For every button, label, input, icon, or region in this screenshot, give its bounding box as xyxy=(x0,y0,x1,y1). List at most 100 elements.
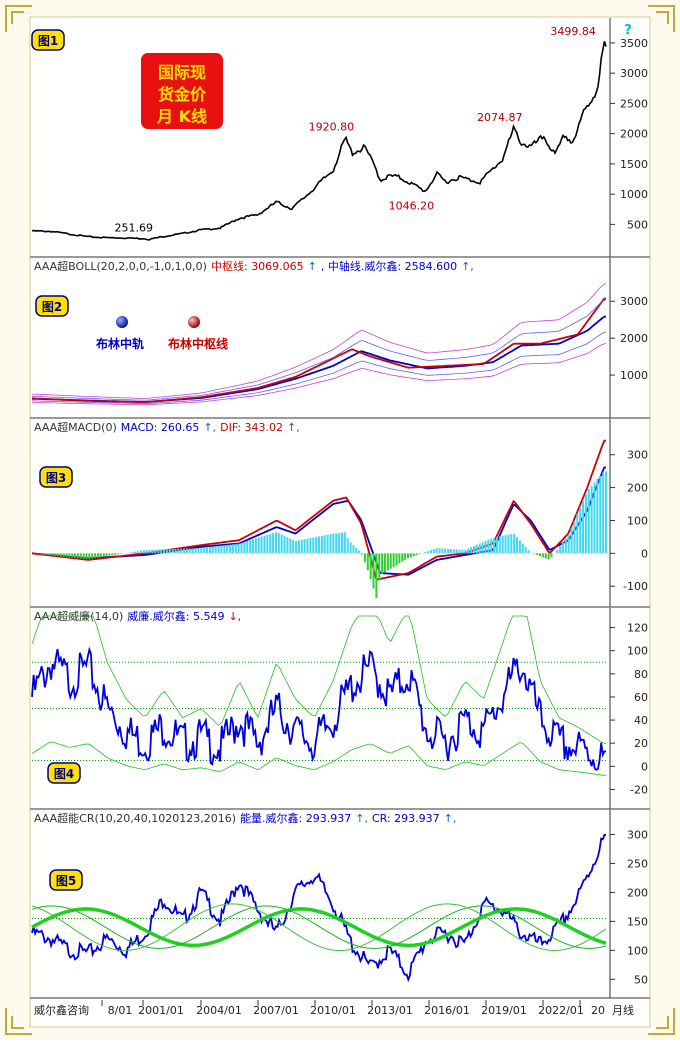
x-tick-label: 8/01 xyxy=(108,1004,133,1017)
series-line-price xyxy=(31,41,607,241)
indicator-header-part: CR: 293.937 xyxy=(372,812,440,825)
plot-frame xyxy=(29,16,651,1028)
williams-envelope xyxy=(31,615,607,744)
indicator-header-part: 中枢线: 3069.065 xyxy=(211,259,304,273)
y-tick-label: 1000 xyxy=(620,369,648,382)
series-line-能量 xyxy=(31,834,606,983)
logo-line-3: 月 K线 xyxy=(156,107,207,126)
indicator-header-part: ↑, xyxy=(203,421,216,434)
x-tick-label: 2013/01 xyxy=(367,1004,413,1017)
y-tick-label: 1500 xyxy=(620,158,648,171)
x-tick-label: 2010/01 xyxy=(310,1004,356,1017)
y-tick-label: 50 xyxy=(634,973,648,986)
x-tick-label: 2022/01 xyxy=(538,1004,584,1017)
y-tick-label: 3500 xyxy=(620,37,648,50)
indicator-header-part: AAA超能CR(10,20,40,1020123,2016) xyxy=(34,811,236,825)
price-annotations: 251.69 1920.80 1046.20 2074.87 3499.84 xyxy=(114,25,595,234)
indicator-header-part: ↑, xyxy=(461,260,474,273)
indicator-header: AAA超MACD(0) MACD: 260.65 ↑, DIF: 343.02 ↑, xyxy=(34,420,300,434)
series-line-威廉 xyxy=(31,646,607,771)
panel-tag-box xyxy=(39,466,73,488)
x-tick-label: 2001/01 xyxy=(138,1004,184,1017)
y-tick-label: 1000 xyxy=(620,188,648,201)
y-tick-label: 2000 xyxy=(620,332,648,345)
panel-p1: 500 1000 1500 2000 2500 3000 3500 图1 xyxy=(30,18,650,258)
price-annotation: 251.69 xyxy=(114,221,153,234)
indicator-header-part: DIF: 343.02 xyxy=(220,421,283,434)
bollinger-band xyxy=(31,331,607,405)
indicator-header-part: MACD: 260.65 xyxy=(121,421,200,434)
y-tick-label: 200 xyxy=(627,886,648,899)
x-tick-label: 20 xyxy=(591,1004,605,1017)
cr-moving-average xyxy=(31,905,607,949)
y-tick-label: 40 xyxy=(634,714,648,727)
panel-tag: 图5 xyxy=(56,874,76,888)
indicator-header-part: ↑, xyxy=(355,812,368,825)
price-annotation: 2074.87 xyxy=(477,111,523,124)
y-tick-label: 0 xyxy=(641,547,648,560)
corner-ornament-tl xyxy=(5,5,32,32)
bollinger-band xyxy=(31,282,607,399)
y-tick-label: 250 xyxy=(627,857,648,870)
y-tick-label: 80 xyxy=(634,668,648,681)
y-tick-label: 100 xyxy=(627,645,648,658)
indicator-header-part: AAA超MACD(0) xyxy=(34,420,117,434)
y-tick-label: 3000 xyxy=(620,295,648,308)
indicator-header: AAA超能CR(10,20,40,1020123,2016) 能量.威尔鑫: 29… xyxy=(34,811,456,825)
panel-tag: 图1 xyxy=(38,34,58,48)
panel-tag-box xyxy=(47,762,81,784)
y-tick-label: 60 xyxy=(634,691,648,704)
logo-line-1: 国际现 xyxy=(158,63,206,82)
corner-ornaments xyxy=(5,5,675,1035)
y-tick-label: 20 xyxy=(634,737,648,750)
panel-tag-box xyxy=(31,29,65,51)
price-annotation: 3499.84 xyxy=(550,25,596,38)
panel-p2: 1000 2000 3000 AAA超BOLL(20,2,0,0,-1,0,1,0,0… xyxy=(30,258,650,419)
indicator-header-part: 能量.威尔鑫: 293.937 xyxy=(240,811,351,825)
logo-line-2: 货金价 xyxy=(158,85,207,104)
williams-envelope xyxy=(31,741,607,776)
chart-panels: 500100015002000250030003500图110002000300… xyxy=(30,18,650,999)
bollinger-band xyxy=(31,299,607,401)
logo-stamp: 国际现 货金价 月 K线 xyxy=(139,51,225,131)
panel-tag: 图4 xyxy=(54,767,74,781)
corner-ornament-tr xyxy=(648,5,675,32)
x-tick-label: 2016/01 xyxy=(424,1004,470,1017)
indicator-header-part: , 中轴线.威尔鑫: 2584.600 xyxy=(321,259,457,273)
logo-box xyxy=(139,51,225,131)
cr-moving-average xyxy=(31,907,607,948)
panel-tag-box xyxy=(35,295,69,317)
legend-marker xyxy=(116,316,128,328)
indicator-header-part: ↑, xyxy=(444,812,457,825)
corner-ornament-br xyxy=(648,1008,675,1035)
y-tick-label: 100 xyxy=(627,514,648,527)
y-tick-label: 500 xyxy=(627,218,648,231)
x-tick-label: 2004/01 xyxy=(196,1004,242,1017)
indicator-header-part: ↓, xyxy=(228,610,241,623)
indicator-header-part: AAA超BOLL(20,2,0,0,-1,0,1,0,0) xyxy=(34,259,207,273)
y-tick-label: 120 xyxy=(627,622,648,635)
x-axis: 威尔鑫咨询 8/01 2001/01 2004/01 2007/01 2010/01 201… xyxy=(34,1000,634,1017)
panel-tag-box xyxy=(49,869,83,891)
series-line-布林中枢线 xyxy=(31,297,606,404)
watermark: 威尔鑫咨询 xyxy=(34,1003,89,1017)
legend-label: 布林中枢线 xyxy=(168,336,228,351)
bollinger-band xyxy=(31,342,607,406)
y-tick-label: 0 xyxy=(641,760,648,773)
indicator-header-part: 威廉.威尔鑫: 5.549 xyxy=(127,609,224,623)
legend-label: 布林中轨 xyxy=(96,336,144,351)
help-icon[interactable]: ? xyxy=(624,23,632,38)
y-tick-label: 2500 xyxy=(620,97,648,110)
y-tick-label: -100 xyxy=(623,580,648,593)
price-annotation: 1920.80 xyxy=(309,120,355,133)
y-tick-label: 300 xyxy=(627,449,648,462)
y-tick-label: 3000 xyxy=(620,67,648,80)
series-line-DIF xyxy=(31,439,606,581)
indicator-header-part: ↑ xyxy=(308,260,317,273)
panel-tag: 图2 xyxy=(42,300,62,314)
y-tick-label: 300 xyxy=(627,828,648,841)
